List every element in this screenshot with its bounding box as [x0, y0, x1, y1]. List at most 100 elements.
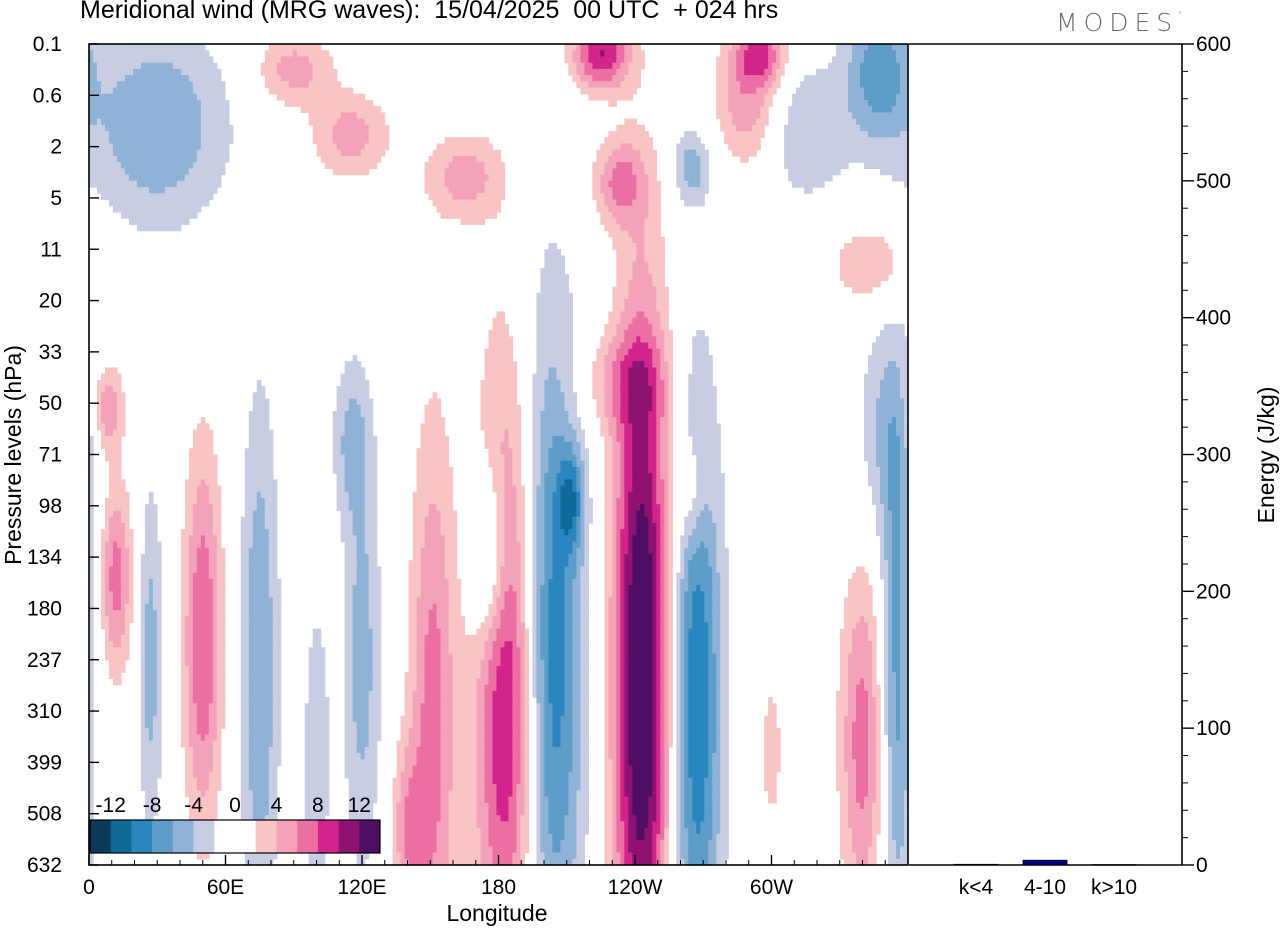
- contour-cell: [752, 81, 757, 89]
- contour-cell: [348, 87, 354, 95]
- contour-cell: [108, 124, 114, 132]
- contour-cell: [204, 118, 210, 126]
- contour-cell: [892, 410, 897, 418]
- contour-cell: [716, 99, 721, 107]
- contour-cell: [188, 99, 194, 107]
- contour-cell: [840, 81, 845, 89]
- contour-cell: [876, 124, 881, 132]
- contour-cell: [148, 81, 154, 89]
- contour-cell: [96, 106, 102, 114]
- contour-cell: [600, 336, 605, 344]
- contour-cell: [860, 243, 865, 250]
- contour-cell: [668, 386, 673, 393]
- contour-cell: [584, 50, 589, 58]
- contour-cell: [872, 274, 877, 281]
- contour-cell: [192, 50, 198, 58]
- contour-cell: [556, 423, 562, 431]
- contour-cell: [560, 367, 566, 375]
- contour-cell: [428, 404, 434, 412]
- contour-cell: [216, 75, 222, 82]
- contour-cell: [340, 168, 346, 176]
- contour-cell: [360, 106, 366, 114]
- contour-cell: [460, 162, 466, 169]
- contour-cell: [860, 274, 865, 281]
- contour-cell: [852, 249, 857, 257]
- contour-cell: [636, 280, 641, 288]
- contour-cell: [212, 75, 218, 82]
- contour-cell: [364, 398, 370, 406]
- contour-cell: [632, 199, 637, 207]
- contour-cell: [568, 50, 574, 58]
- contour-cell: [344, 143, 350, 151]
- contour-cell: [148, 168, 154, 176]
- contour-cell: [192, 168, 198, 176]
- contour-cell: [608, 361, 613, 369]
- contour-cell: [688, 379, 693, 387]
- contour-cell: [176, 44, 182, 51]
- contour-cell: [896, 448, 901, 456]
- contour-cell: [212, 137, 218, 145]
- contour-cell: [116, 81, 122, 89]
- contour-cell: [196, 174, 202, 182]
- contour-cell: [356, 379, 362, 387]
- contour-cell: [628, 224, 633, 232]
- contour-cell: [840, 155, 845, 163]
- contour-cell: [116, 379, 122, 387]
- contour-cell: [96, 162, 102, 169]
- contour-cell: [868, 354, 873, 362]
- contour-cell: [904, 162, 909, 169]
- contour-cell: [876, 354, 881, 362]
- contour-cell: [820, 118, 825, 126]
- contour-cell: [864, 112, 869, 120]
- contour-cell: [824, 75, 829, 82]
- contour-cell: [596, 180, 601, 188]
- contour-cell: [444, 168, 450, 176]
- contour-cell: [632, 454, 637, 462]
- contour-cell: [624, 261, 629, 269]
- contour-cell: [640, 249, 645, 257]
- contour-cell: [884, 137, 889, 145]
- contour-cell: [200, 466, 206, 474]
- contour-cell: [460, 218, 466, 225]
- contour-cell: [848, 99, 853, 107]
- contour-cell: [804, 75, 809, 82]
- contour-cell: [224, 131, 230, 138]
- contour-cell: [660, 367, 665, 375]
- contour-cell: [248, 435, 254, 443]
- contour-cell: [656, 336, 661, 344]
- contour-cell: [616, 274, 621, 281]
- contour-cell: [616, 442, 621, 449]
- contour-cell: [900, 143, 905, 151]
- contour-cell: [156, 211, 162, 219]
- contour-cell: [876, 348, 881, 356]
- contour-cell: [880, 398, 885, 406]
- contour-cell: [656, 398, 661, 406]
- contour-cell: [196, 75, 202, 82]
- contour-cell: [892, 330, 897, 337]
- contour-cell: [596, 50, 601, 58]
- contour-cell: [252, 460, 258, 468]
- contour-cell: [876, 423, 881, 431]
- contour-cell: [168, 56, 174, 64]
- contour-cell: [664, 386, 669, 393]
- contour-cell: [900, 93, 905, 101]
- contour-cell: [872, 112, 877, 120]
- contour-cell: [740, 68, 745, 76]
- contour-cell: [704, 155, 709, 163]
- contour-cell: [824, 149, 829, 157]
- contour-cell: [532, 373, 538, 381]
- contour-cell: [788, 162, 793, 169]
- contour-cell: [608, 336, 613, 344]
- contour-cell: [148, 205, 154, 213]
- contour-cell: [708, 466, 713, 474]
- contour-cell: [172, 193, 178, 201]
- contour-cell: [864, 448, 869, 456]
- contour-cell: [772, 62, 777, 70]
- contour-cell: [500, 174, 506, 182]
- contour-cell: [268, 87, 274, 95]
- contour-cell: [736, 87, 741, 95]
- contour-cell: [152, 205, 158, 213]
- contour-cell: [636, 56, 641, 64]
- contour-cell: [668, 404, 673, 412]
- contour-cell: [632, 379, 637, 387]
